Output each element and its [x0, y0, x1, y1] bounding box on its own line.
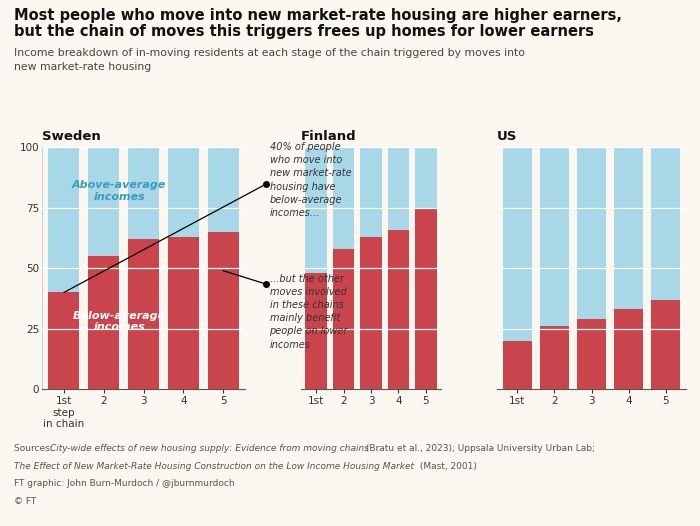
Bar	[577, 319, 606, 389]
Bar	[168, 237, 199, 389]
Bar	[305, 147, 327, 273]
Text: © FT: © FT	[14, 497, 36, 505]
Text: Sweden: Sweden	[42, 130, 101, 144]
Bar	[128, 239, 159, 389]
Text: (Bratu et al., 2023); Uppsala University Urban Lab;: (Bratu et al., 2023); Uppsala University…	[363, 444, 594, 453]
Bar	[360, 237, 382, 389]
Bar	[415, 208, 437, 389]
Bar	[577, 147, 606, 319]
Text: Sources:: Sources:	[14, 444, 55, 453]
Bar	[305, 273, 327, 389]
Text: Most people who move into new market-rate housing are higher earners,: Most people who move into new market-rat…	[14, 8, 622, 23]
Text: FT graphic: John Burn-Murdoch / @jburnmurdoch: FT graphic: John Burn-Murdoch / @jburnmu…	[14, 479, 234, 488]
Bar	[332, 249, 354, 389]
Text: US: US	[497, 130, 517, 144]
Bar	[415, 147, 437, 208]
Bar	[332, 147, 354, 249]
Text: Income breakdown of in-moving residents at each stage of the chain triggered by : Income breakdown of in-moving residents …	[14, 48, 525, 73]
Bar	[651, 300, 680, 389]
Bar	[48, 147, 79, 292]
Bar	[128, 147, 159, 239]
Text: but the chain of moves this triggers frees up homes for lower earners: but the chain of moves this triggers fre…	[14, 24, 594, 39]
Bar	[388, 229, 409, 389]
Bar	[48, 292, 79, 389]
Bar	[388, 147, 409, 229]
Bar	[88, 256, 119, 389]
Text: (Mast, 2001): (Mast, 2001)	[417, 462, 477, 471]
Bar	[503, 147, 532, 341]
Text: Finland: Finland	[301, 130, 356, 144]
Text: 40% of people
who move into
new market-rate
housing have
below-average
incomes..: 40% of people who move into new market-r…	[270, 142, 351, 218]
Text: City-wide effects of new housing supply: Evidence from moving chains: City-wide effects of new housing supply:…	[50, 444, 370, 453]
Bar	[540, 326, 569, 389]
Text: Above-average
incomes: Above-average incomes	[72, 180, 167, 201]
Bar	[360, 147, 382, 237]
Bar	[503, 341, 532, 389]
Bar	[208, 232, 239, 389]
Bar	[88, 147, 119, 256]
Text: ...but the other
moves involved
in these chains
mainly benefit
people on lower
i: ...but the other moves involved in these…	[270, 274, 348, 349]
Bar	[168, 147, 199, 237]
Bar	[614, 147, 643, 309]
Bar	[540, 147, 569, 326]
Text: The Effect of New Market-Rate Housing Construction on the Low Income Housing Mar: The Effect of New Market-Rate Housing Co…	[14, 462, 414, 471]
Bar	[651, 147, 680, 300]
Text: Below-average
incomes: Below-average incomes	[73, 311, 166, 332]
Bar	[614, 309, 643, 389]
Bar	[208, 147, 239, 232]
